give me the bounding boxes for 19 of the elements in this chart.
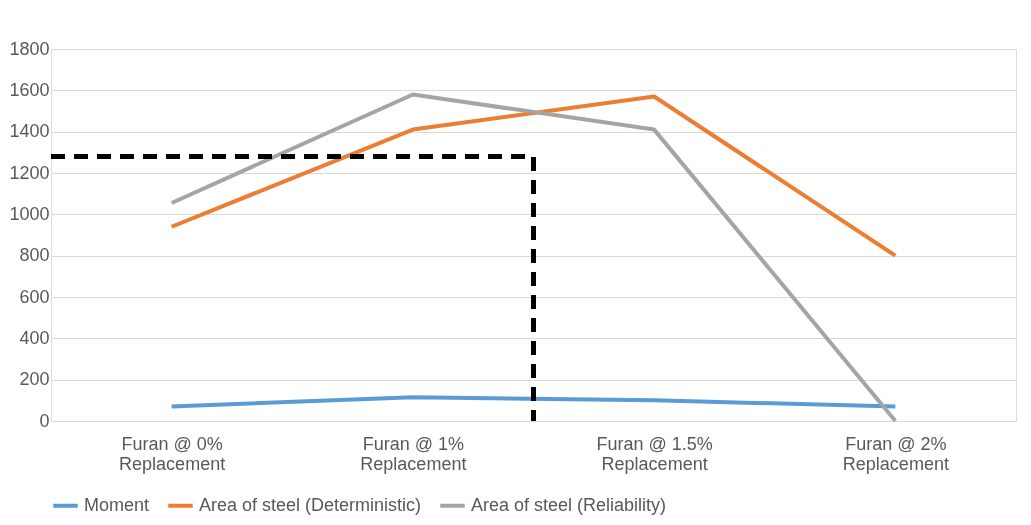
y-tick-label: 1400 <box>9 121 50 142</box>
y-tick-label: 800 <box>19 245 50 266</box>
y-tick-label: 0 <box>39 410 50 431</box>
x-tick-label: Furan @ 2% Replacement <box>842 433 949 474</box>
y-tick-label: 1800 <box>9 38 50 59</box>
x-tick-label: Furan @ 0% Replacement <box>119 433 226 474</box>
y-tick-label: 600 <box>19 286 50 307</box>
line-series <box>169 92 898 423</box>
y-tick-label: 200 <box>19 369 50 390</box>
y-tick-label: 1000 <box>9 203 50 224</box>
y-tick-label: 1600 <box>9 79 50 100</box>
legend-label: Area of steel (Reliability) <box>471 494 667 515</box>
y-tick-label: 1200 <box>9 162 50 183</box>
x-tick-label: Furan @ 1.5% Replacement <box>596 433 713 474</box>
legend-label: Area of steel (Deterministic) <box>199 494 422 515</box>
legend-label: Moment <box>84 494 150 515</box>
y-tick-label: 400 <box>19 327 50 348</box>
x-tick-label: Furan @ 1% Replacement <box>360 433 467 474</box>
line-series <box>169 94 898 258</box>
